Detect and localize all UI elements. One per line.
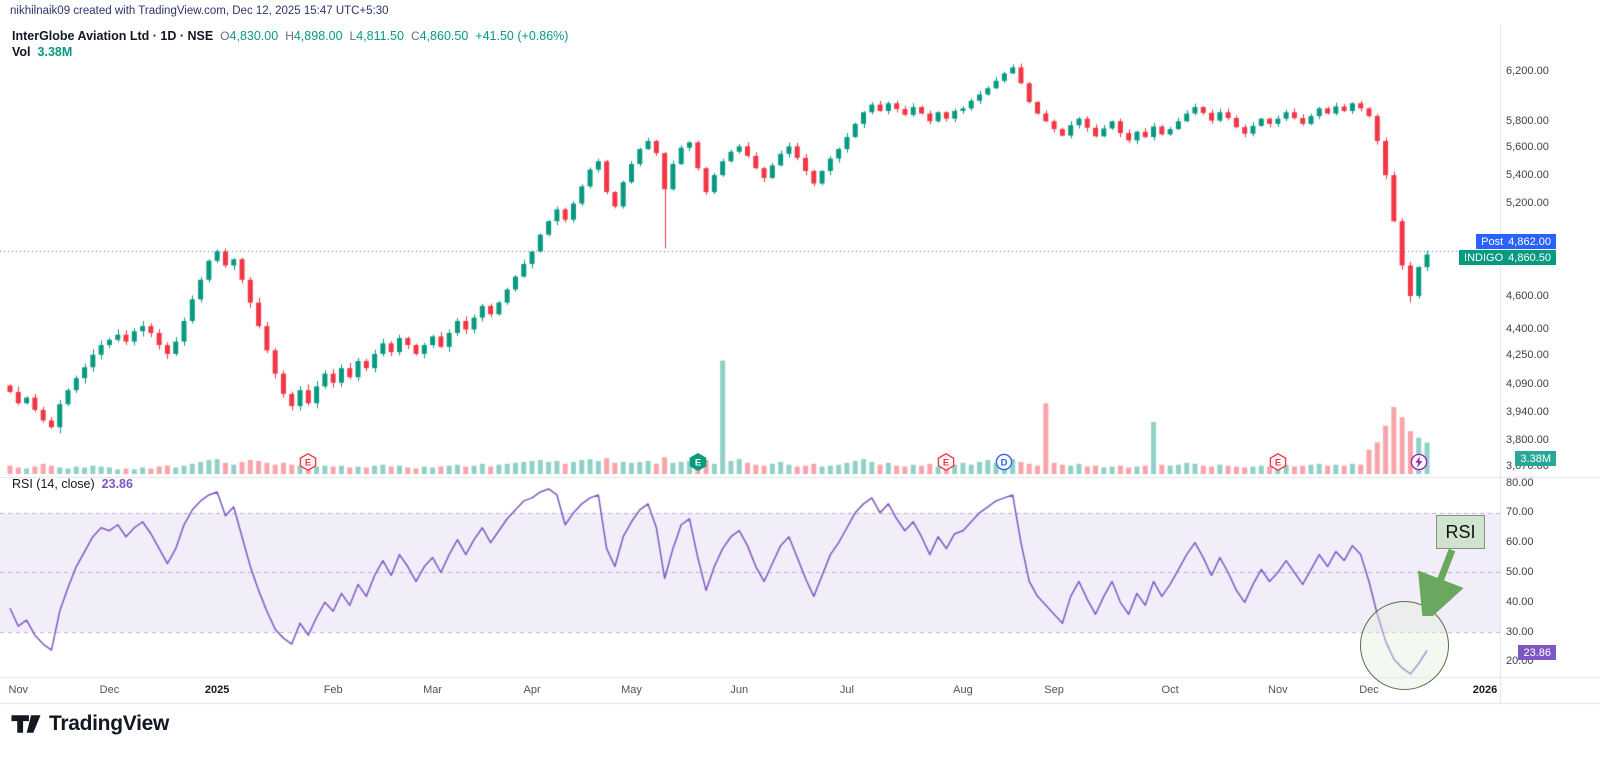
vol-label: Vol [12, 45, 31, 59]
symbol-badge-label: INDIGO [1464, 251, 1504, 264]
price-axis-label: 5,800.00 [1506, 114, 1549, 127]
time-axis-label: 2025 [204, 684, 230, 696]
time-axis-label: Apr [523, 684, 541, 696]
earnings-marker[interactable]: E [937, 452, 955, 472]
symbol-title[interactable]: InterGlobe Aviation Ltd · 1D · NSE [12, 29, 214, 43]
rsi-axis-label: 30.00 [1506, 625, 1534, 638]
time-axis-label: Mar [423, 684, 443, 696]
tradingview-wordmark: TradingView [49, 712, 170, 735]
svg-text:D: D [1001, 458, 1008, 469]
tradingview-logo[interactable]: TradingView [10, 712, 169, 736]
open-value: 4,830.00 [229, 29, 279, 43]
time-axis-label: 2026 [1472, 684, 1498, 696]
ohlc-high: H4,898.00 [285, 29, 342, 43]
price-axis-label: 5,600.00 [1506, 141, 1549, 154]
rsi-value-badge[interactable]: 23.86 [1518, 645, 1556, 660]
dividend-marker[interactable]: D [995, 453, 1013, 471]
symbol-badge-price: 4,860.50 [1508, 251, 1551, 264]
price-axis-label: 6,200.00 [1506, 64, 1549, 77]
earnings-marker[interactable]: E [1269, 452, 1287, 472]
rsi-badge-value: 23.86 [1523, 646, 1551, 659]
rsi-axis-label: 80.00 [1506, 476, 1534, 489]
last-price-badge[interactable]: INDIGO 4,860.50 [1459, 250, 1556, 265]
time-axis-label: May [621, 684, 642, 696]
time-axis-label: Nov [1268, 684, 1288, 696]
time-axis-label: Dec [99, 684, 120, 696]
vol-value: 3.38M [37, 45, 73, 59]
high-value: 4,898.00 [293, 29, 343, 43]
time-axis-label: Feb [323, 684, 343, 696]
post-label: Post [1481, 235, 1504, 248]
volume-value-badge[interactable]: 3.38M [1515, 451, 1556, 466]
svg-text:E: E [1275, 458, 1281, 469]
ohlc-low: L4,811.50 [350, 29, 404, 43]
volume-badge-value: 3.38M [1520, 452, 1551, 465]
ohlc-close: C4,860.50 [411, 29, 468, 43]
rsi-axis-label: 70.00 [1506, 506, 1534, 519]
time-axis-label: Jul [839, 684, 854, 696]
price-axis-label: 4,600.00 [1506, 289, 1549, 302]
symbol-legend[interactable]: InterGlobe Aviation Ltd · 1D · NSE O4,83… [12, 29, 568, 43]
rsi-value: 23.86 [101, 477, 133, 491]
rsi-axis-label: 50.00 [1506, 565, 1534, 578]
svg-text:E: E [943, 458, 949, 469]
rsi-axis-label: 60.00 [1506, 536, 1534, 549]
earnings-marker[interactable]: E [299, 452, 317, 472]
time-axis-label: Dec [1359, 684, 1379, 696]
close-value: 4,860.50 [419, 29, 469, 43]
rsi-annotation-arrow-icon [1417, 548, 1464, 616]
time-axis-label: Aug [953, 684, 973, 696]
price-axis-label: 3,940.00 [1506, 406, 1549, 419]
earnings-marker[interactable]: E [689, 452, 707, 472]
post-price: 4,862.00 [1508, 235, 1551, 248]
tradingview-logo-icon [11, 715, 41, 733]
attribution-text: nikhilnaik09 created with TradingView.co… [10, 5, 389, 17]
rsi-axis-label: 40.00 [1506, 595, 1534, 608]
flash-marker[interactable] [1410, 453, 1428, 471]
time-axis-label: Oct [1161, 684, 1179, 696]
price-axis-label: 4,400.00 [1506, 323, 1549, 335]
low-letter: L [349, 29, 357, 43]
price-axis-label: 3,800.00 [1506, 433, 1549, 446]
volume-legend[interactable]: Vol 3.38M [12, 45, 72, 59]
time-axis-label: Sep [1044, 684, 1064, 696]
svg-text:E: E [695, 458, 701, 469]
svg-text:E: E [305, 458, 311, 469]
time-axis-label: Nov [8, 684, 29, 696]
ohlc-open: O4,830.00 [220, 29, 278, 43]
price-axis-label: 5,400.00 [1506, 168, 1549, 181]
rsi-annotation-label: RSI [1436, 515, 1485, 549]
high-letter: H [285, 29, 294, 43]
open-letter: O [220, 29, 230, 43]
close-letter: C [410, 29, 420, 43]
rsi-indicator-legend[interactable]: RSI (14, close) 23.86 [12, 477, 133, 491]
price-axis-label: 5,200.00 [1506, 197, 1549, 210]
time-axis-label: Jun [730, 684, 749, 696]
post-market-price-badge[interactable]: Post 4,862.00 [1476, 234, 1556, 249]
low-value: 4,811.50 [356, 29, 404, 43]
change-value: +41.50 (+0.86%) [475, 29, 569, 43]
rsi-label: RSI (14, close) [12, 477, 95, 491]
price-axis-label: 4,090.00 [1506, 378, 1549, 391]
price-axis-label: 4,250.00 [1506, 349, 1549, 362]
